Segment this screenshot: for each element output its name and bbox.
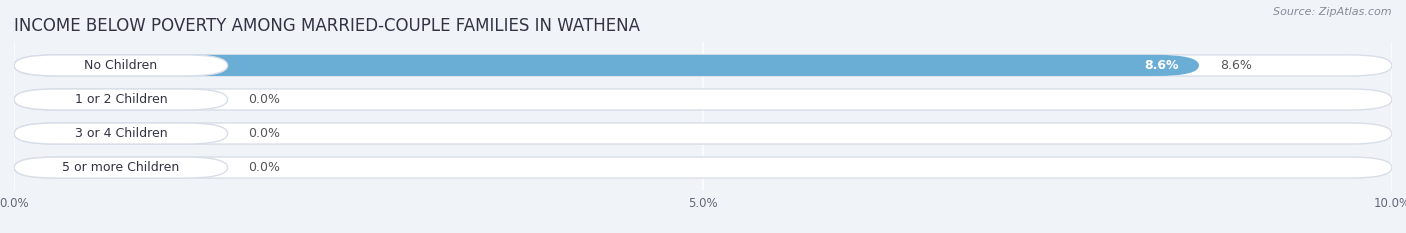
FancyBboxPatch shape	[14, 89, 228, 110]
Text: 0.0%: 0.0%	[249, 93, 280, 106]
Text: 8.6%: 8.6%	[1219, 59, 1251, 72]
FancyBboxPatch shape	[14, 55, 1392, 76]
Text: 8.6%: 8.6%	[1144, 59, 1178, 72]
Text: 1 or 2 Children: 1 or 2 Children	[75, 93, 167, 106]
FancyBboxPatch shape	[14, 55, 228, 76]
Text: Source: ZipAtlas.com: Source: ZipAtlas.com	[1274, 7, 1392, 17]
Text: INCOME BELOW POVERTY AMONG MARRIED-COUPLE FAMILIES IN WATHENA: INCOME BELOW POVERTY AMONG MARRIED-COUPL…	[14, 17, 640, 35]
Text: 5 or more Children: 5 or more Children	[62, 161, 180, 174]
FancyBboxPatch shape	[14, 55, 1199, 76]
Text: 0.0%: 0.0%	[249, 161, 280, 174]
Text: No Children: No Children	[84, 59, 157, 72]
FancyBboxPatch shape	[14, 157, 228, 178]
FancyBboxPatch shape	[14, 123, 1392, 144]
Text: 0.0%: 0.0%	[249, 127, 280, 140]
Text: 3 or 4 Children: 3 or 4 Children	[75, 127, 167, 140]
FancyBboxPatch shape	[14, 89, 1392, 110]
FancyBboxPatch shape	[14, 123, 228, 144]
FancyBboxPatch shape	[14, 157, 1392, 178]
